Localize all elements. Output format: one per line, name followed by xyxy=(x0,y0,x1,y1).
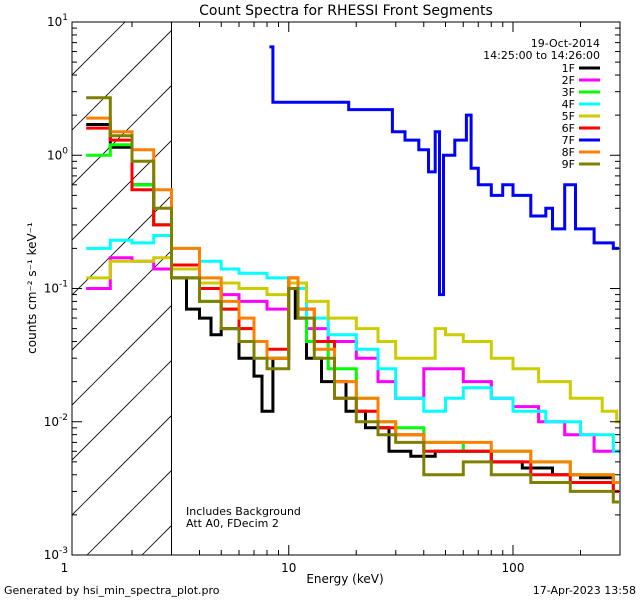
footer-generated-by: Generated by hsi_min_spectra_plot.pro xyxy=(4,584,220,597)
hatch-line xyxy=(72,249,172,351)
excluded-energy-region xyxy=(72,22,172,555)
hatch-line xyxy=(72,414,172,516)
series-line-9F xyxy=(86,96,619,504)
legend-label: 1F xyxy=(562,62,575,75)
footer-timestamp: 17-Apr-2023 13:58 xyxy=(533,584,636,597)
y-axis-label: counts cm⁻² s⁻¹ keV⁻¹ xyxy=(25,222,39,354)
x-tick-label: 100 xyxy=(502,561,525,575)
legend-label: 7F xyxy=(562,134,575,147)
x-tick-label: 10 xyxy=(281,561,296,575)
chart-title: Count Spectra for RHESSI Front Segments xyxy=(199,3,493,19)
x-axis-label: Energy (keV) xyxy=(306,572,383,586)
series-line-5F xyxy=(86,256,620,424)
legend-label: 3F xyxy=(562,86,575,99)
date-label: 19-Oct-2014 xyxy=(531,37,600,50)
hatch-line xyxy=(72,359,172,461)
hatch-line xyxy=(72,29,172,131)
legend-label: 8F xyxy=(562,146,575,159)
spectra-series xyxy=(86,45,620,504)
x-tick-label: 1 xyxy=(61,561,69,575)
legend-label: 6F xyxy=(562,122,575,135)
legend-label: 9F xyxy=(562,158,575,171)
legend-label: 2F xyxy=(562,74,575,87)
legend-label: 5F xyxy=(562,110,575,123)
hatch-line xyxy=(72,22,126,76)
note-attenuator: Att A0, FDecim 2 xyxy=(186,517,279,530)
hatch-line xyxy=(72,194,172,296)
series-line-7F xyxy=(269,45,619,297)
legend-label: 4F xyxy=(562,98,575,111)
time-range-label: 14:25:00 to 14:26:00 xyxy=(483,49,600,62)
note-background: Includes Background xyxy=(186,505,301,518)
